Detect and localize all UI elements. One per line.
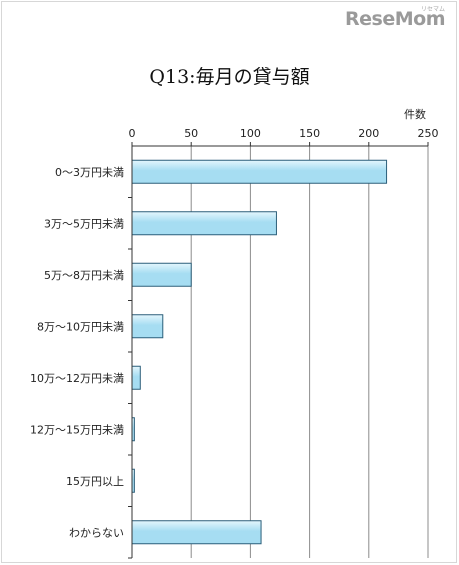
x-tick-label-250: 250 [418,127,439,140]
category-label-5: 12万～15万円未満 [30,423,124,436]
bar-4 [131,365,141,390]
labels: 0 50 100 150 200 250 0～3万円未満 3万～5万円未満 5万～8万円未満 8万… [30,127,439,539]
category-label-7: わからない [69,526,124,539]
bar-7 [131,520,262,545]
category-label-1: 3万～5万円未満 [44,217,124,230]
bar-3 [131,314,164,339]
axes [128,142,429,559]
bar-1 [131,211,277,236]
x-tick-label-50: 50 [184,127,198,140]
x-tick-label-100: 100 [240,127,261,140]
category-label-6: 15万円以上 [66,475,124,488]
category-label-4: 10万～12万円未満 [30,372,124,385]
x-axis-unit-label: 件数 [404,108,426,121]
x-tick-label-0: 0 [129,127,136,140]
bar-2 [131,262,192,287]
chart-title: Q13:毎月の貸与額 [149,66,310,88]
category-label-2: 5万～8万円未満 [44,269,124,282]
logo-ruby: リセマム [420,6,445,13]
resemom-logo: ReseMom [345,8,445,30]
category-label-0: 0～3万円未満 [55,166,124,179]
category-label-3: 8万～10万円未満 [37,320,124,333]
x-tick-label-150: 150 [299,127,320,140]
bars [131,159,388,545]
bar-0 [131,159,388,184]
gridlines [190,146,429,558]
x-tick-label-200: 200 [358,127,379,140]
